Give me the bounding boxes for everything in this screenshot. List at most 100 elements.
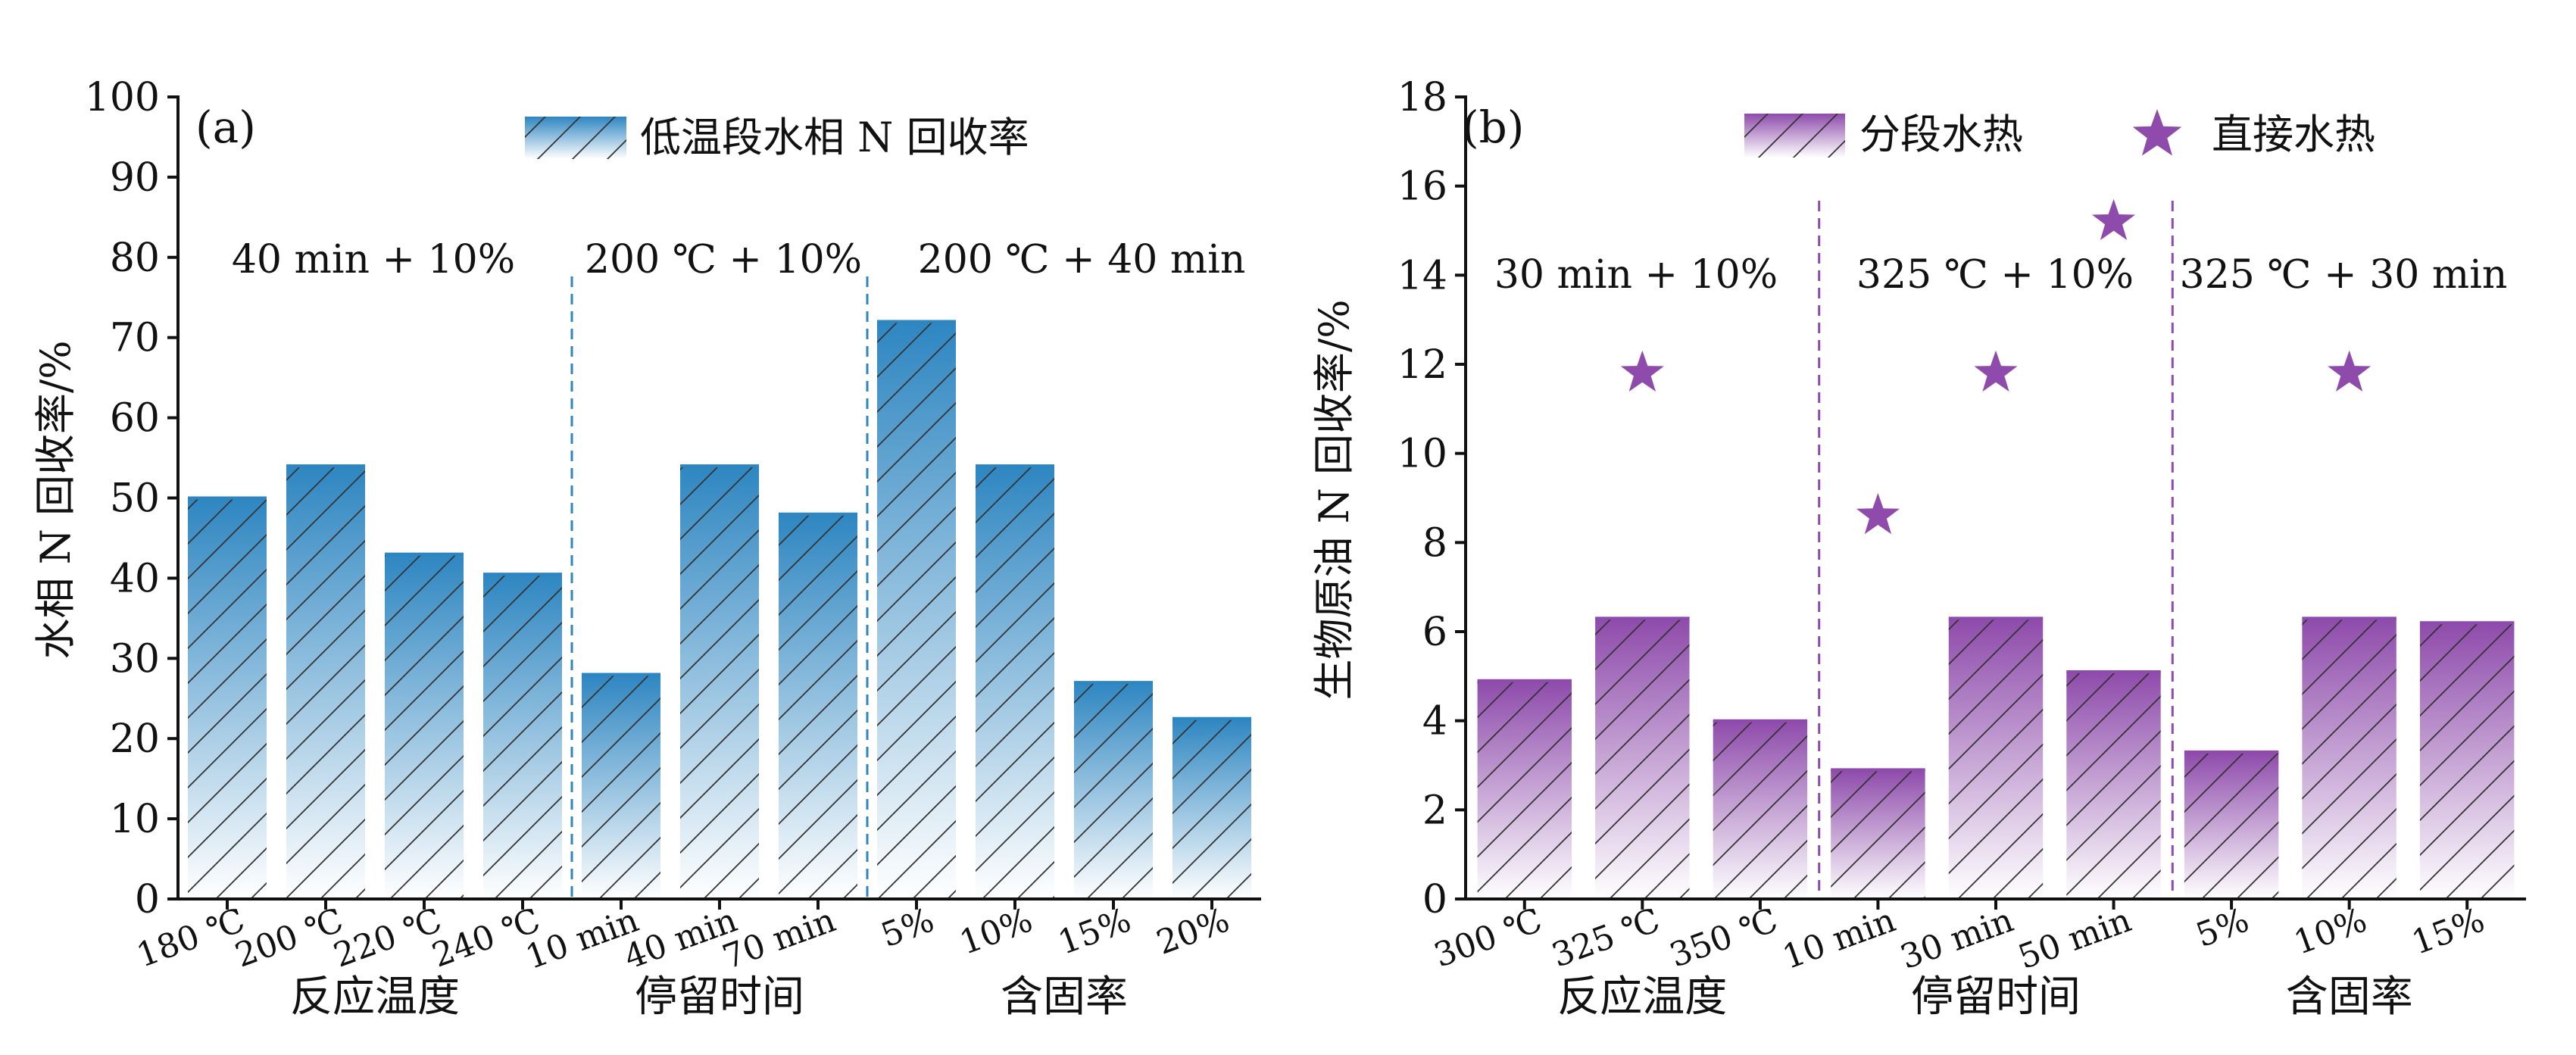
y-tick-label: 4 [1422,699,1447,744]
axes-b [1455,95,2526,910]
star-marker [2092,198,2136,240]
y-tick-label: 18 [1397,75,1447,120]
bar [2066,670,2161,899]
bar [385,552,464,899]
bars-a [188,320,1251,899]
x-tick-label: 70 min [718,900,841,977]
bar-hatch [1074,682,1153,899]
bar [779,512,857,899]
group-label: 含固率 [2286,972,2413,1022]
bar [1713,719,1808,899]
bar-hatch [1477,680,1572,899]
bar-hatch [2302,618,2396,899]
bar [483,573,562,899]
legend-label-a: 低温段水相 N 回收率 [640,114,1029,161]
star-marker [1620,350,1664,392]
y-axis-label-a: 水相 N 回收率/% [32,340,80,659]
bar-hatch [779,513,857,899]
y-tick-label: 16 [1397,164,1447,210]
bar [680,464,759,899]
x-tick-label: 10% [2289,900,2371,962]
star-marker [1856,493,1900,535]
y-tick-labels-b: 0 2 4 6 8 10 12 14 16 18 [1397,75,1447,922]
y-tick-label: 70 [110,316,160,361]
y-tick-label: 10 [1397,432,1447,477]
bar [286,464,365,899]
bar-hatch [483,574,562,899]
y-tick-label: 40 [110,556,160,601]
y-tick-label: 8 [1422,520,1447,566]
y-tick-label: 50 [110,476,160,522]
y-tick-label: 20 [110,716,160,762]
y-tick-label: 14 [1397,253,1447,298]
y-tick-label: 90 [110,155,160,201]
x-tick-label: 15% [1053,900,1135,962]
bar-hatch [1831,769,1925,899]
bar [2184,750,2279,899]
condition-label: 30 min + 10% [1494,252,1778,298]
bar [1477,679,1572,899]
stars-b [1620,198,2371,535]
group-label: 反应温度 [1557,972,1727,1022]
legend-swatch-a-hatch [525,117,626,159]
y-tick-label: 0 [135,877,160,922]
condition-label: 325 ℃ + 10% [1856,252,2134,298]
star-marker [2328,350,2371,392]
x-tick-label: 5% [876,900,939,955]
bar [1172,716,1251,899]
bar-hatch [680,466,759,899]
y-tick-label: 6 [1422,610,1447,655]
group-label: 停留时间 [635,972,804,1022]
legend-a: 低温段水相 N 回收率 [525,114,1029,161]
y-tick-label: 80 [110,236,160,281]
condition-label: 200 ℃ + 40 min [918,237,1246,282]
x-tick-label: 15% [2407,900,2490,962]
bar-hatch [286,466,365,899]
bar-hatch [1595,618,1690,899]
y-tick-label: 100 [85,75,160,120]
x-tick-label: 50 min [2013,900,2136,977]
bar-hatch [2184,751,2279,899]
bar [1595,616,1690,899]
bar-hatch [2420,623,2515,899]
legend-star-icon [2132,109,2182,156]
bar-hatch [385,554,464,899]
bar-hatch [1713,720,1808,899]
bar-hatch [2066,672,2161,899]
bar [582,673,660,899]
group-label: 反应温度 [290,972,460,1022]
y-tick-label: 60 [110,396,160,442]
x-tick-label: 350 ℃ [1665,900,1783,975]
bar-hatch [188,498,267,899]
x-tick-label: 20% [1151,900,1234,962]
y-axis-label-b: 生物原油 N 回收率/% [1310,299,1358,700]
y-tick-label: 12 [1397,342,1447,388]
bar [2302,616,2396,899]
group-label: 停留时间 [1911,972,2081,1022]
group-labels-b: 反应温度 停留时间 含固率 [1557,972,2412,1022]
bar [1831,768,1925,899]
bar-hatch [582,674,660,899]
x-tick-label: 10% [954,900,1037,962]
panel-label-a: (a) [195,101,256,153]
bar [976,464,1054,899]
bars-b [1477,616,2515,899]
condition-label: 200 ℃ + 10% [585,237,862,282]
group-dividers-b [1818,201,2174,899]
legend-label-b-staged: 分段水热 [1859,111,2023,158]
panel-label-b: (b) [1462,101,1524,153]
condition-label: 40 min + 10% [232,237,515,282]
axes-a [167,95,1261,910]
bar [188,496,267,899]
group-label: 含固率 [1001,972,1128,1022]
legend-label-b-direct: 直接水热 [2212,111,2375,158]
bar-hatch [1948,618,2044,899]
bar [1074,681,1153,899]
y-tick-label: 30 [110,636,160,682]
y-tick-label: 2 [1422,788,1447,833]
bar [1948,616,2044,899]
